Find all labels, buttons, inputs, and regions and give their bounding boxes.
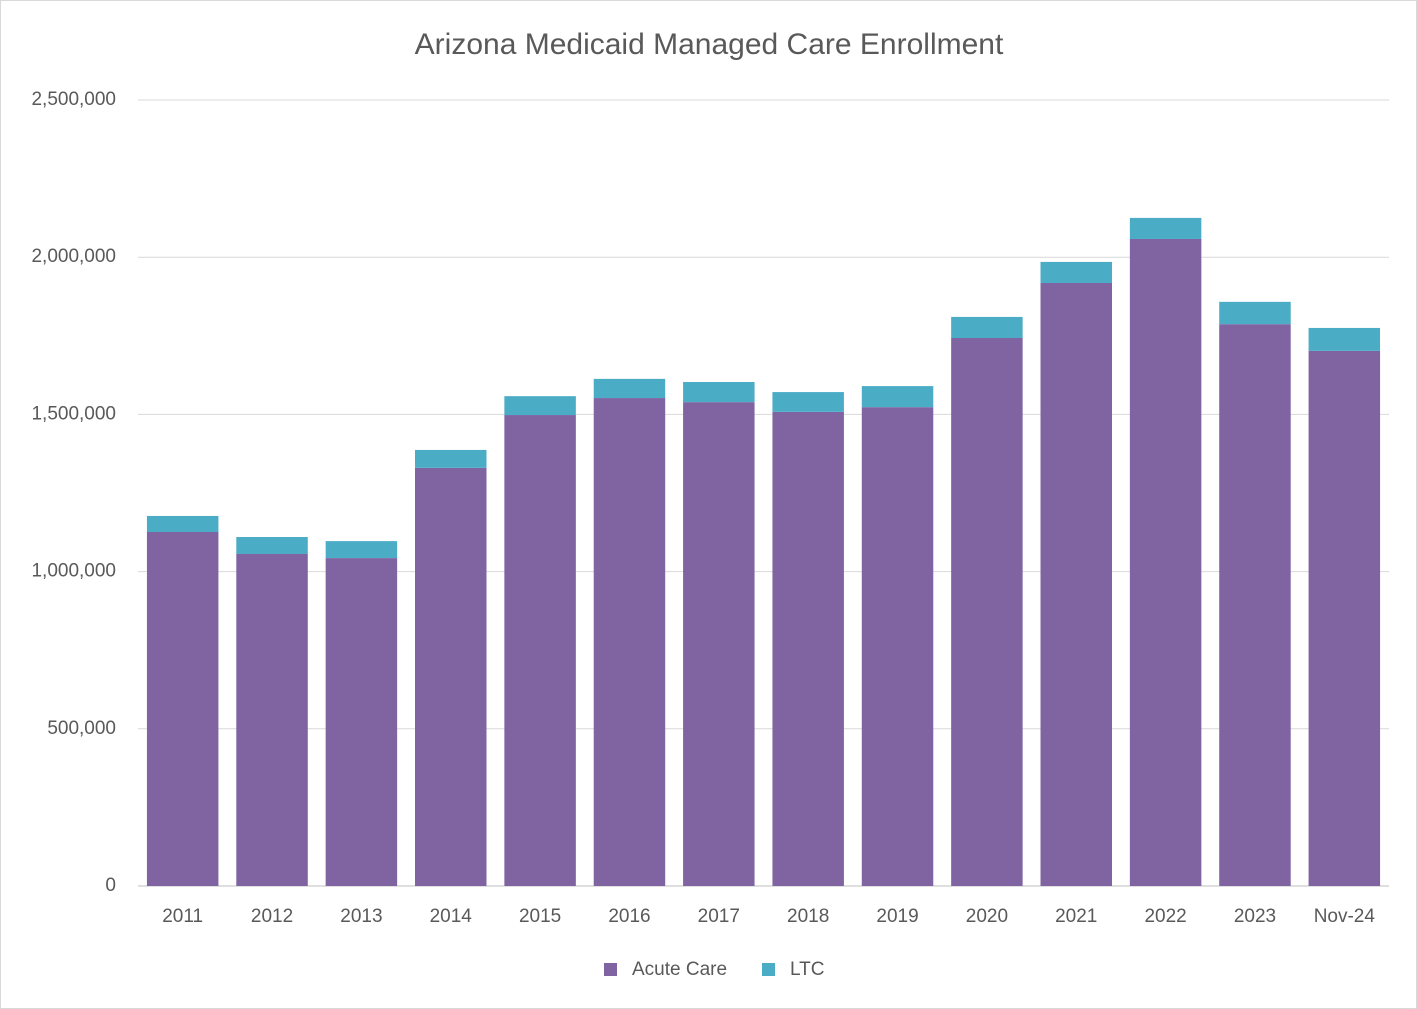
bar-segment [593,398,666,886]
x-tick-label: 2017 [698,906,740,927]
bar-segment [683,382,755,403]
x-tick-label: Nov-24 [1314,906,1376,927]
bar-segment [1040,261,1112,283]
x-tick-label: 2015 [519,906,561,927]
bar-segment [683,402,755,886]
bar-segment [1308,327,1381,351]
bar-segment [146,531,219,886]
bar-segment [1129,217,1202,239]
bar-segment [236,553,308,886]
bar-segment [1308,350,1381,886]
x-tick-label: 2014 [430,906,473,927]
bar-segment [1219,301,1291,325]
y-tick-label: 2,500,000 [31,89,116,110]
y-tick-label: 1,000,000 [31,561,116,582]
legend-label: LTC [790,959,824,980]
y-tick-label: 1,500,000 [31,403,116,424]
legend-label: Acute Care [632,959,727,980]
bar-segment [772,411,844,886]
x-tick-label: 2016 [608,906,650,927]
bar-segment [415,467,487,886]
chart-title: Arizona Medicaid Managed Care Enrollment [415,28,1004,61]
x-tick-label: 2012 [251,906,293,927]
bar-segment [1040,282,1112,886]
bar-segment [415,449,487,468]
bar-segment [593,378,666,399]
bar-segment [504,396,576,416]
y-tick-label: 500,000 [47,718,116,739]
legend-swatch [604,963,617,976]
x-tick-label: 2021 [1055,906,1097,927]
bar-segment [504,415,576,886]
bar-segment [1129,238,1202,887]
x-tick-label: 2018 [787,906,829,927]
x-tick-label: 2020 [966,906,1008,927]
x-tick-label: 2013 [340,906,382,927]
bar-segment [236,537,308,554]
bar-segment [1219,324,1291,886]
bar-segment [772,392,844,412]
x-tick-label: 2022 [1144,906,1186,927]
bar-segment [325,541,398,559]
x-tick-label: 2023 [1234,906,1276,927]
bar-segment [146,515,219,532]
bar-segment [325,558,398,886]
bar-segment [951,338,1023,886]
x-tick-label: 2011 [162,906,203,927]
x-tick-label: 2019 [876,906,918,927]
bar-segment [861,386,934,408]
y-tick-label: 2,000,000 [31,246,116,267]
bar-segment [861,407,934,886]
legend-swatch [762,963,775,976]
bar-segment [951,316,1023,339]
y-tick-label: 0 [105,875,116,896]
